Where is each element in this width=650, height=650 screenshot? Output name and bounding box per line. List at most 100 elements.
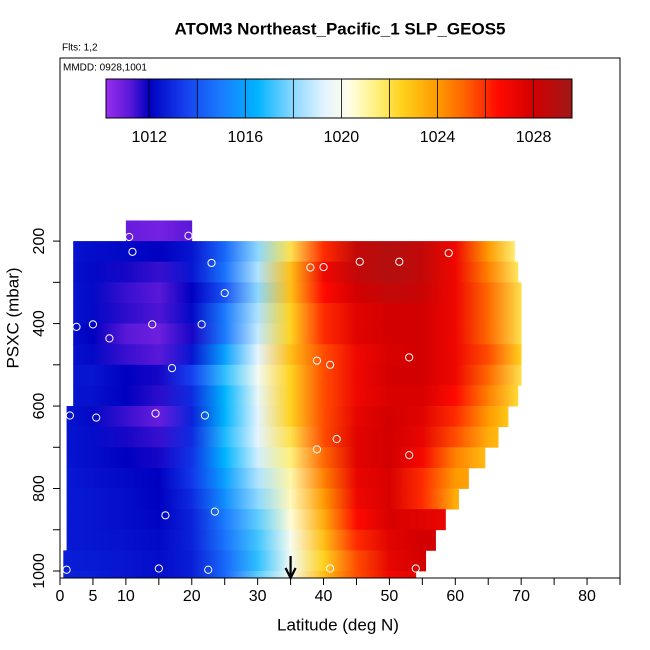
heat-cell (191, 550, 226, 572)
heat-cell (356, 261, 390, 283)
heat-cell (257, 467, 291, 489)
heat-cell (455, 447, 486, 469)
heat-cell (92, 550, 127, 572)
heat-cell (488, 406, 509, 428)
heat-cell (224, 509, 259, 531)
heat-cell (224, 426, 259, 448)
x-tick-label: 0 (56, 588, 65, 605)
heat-cell (191, 488, 226, 510)
heat-cell (158, 220, 193, 242)
flight-point (200, 411, 210, 420)
x-tick-label: 10 (117, 588, 135, 605)
heat-cell (257, 406, 291, 428)
heat-cell (158, 241, 193, 263)
heat-cell (356, 323, 390, 345)
heat-cell (323, 385, 357, 407)
heat-cell (191, 385, 226, 407)
heat-cell (323, 323, 357, 345)
heat-cell (455, 364, 489, 386)
heat-cell (224, 406, 259, 428)
heat-cell (191, 364, 226, 386)
heat-cell (257, 385, 291, 407)
heat-cell (125, 364, 160, 386)
heat-cell (356, 406, 390, 428)
heat-cell (455, 261, 489, 283)
heat-cell (455, 241, 489, 263)
heat-cell (257, 344, 291, 366)
heat-cell (191, 509, 226, 531)
flight-point (72, 322, 81, 331)
heat-cell (257, 488, 291, 510)
flight-point (220, 288, 229, 298)
heat-cell (158, 344, 193, 366)
flight-point (405, 451, 414, 460)
x-tick-label: 40 (315, 588, 333, 605)
heat-cell (257, 550, 291, 572)
heat-cell (389, 385, 423, 407)
heat-cell (389, 467, 423, 489)
heat-cell (257, 426, 291, 448)
heat-cell (455, 302, 489, 324)
heat-cell (455, 344, 489, 366)
heat-cell (224, 467, 259, 489)
heat-cell (191, 447, 226, 469)
heat-cell (422, 261, 456, 283)
heat-cell (422, 344, 456, 366)
heat-cell (92, 529, 127, 551)
heat-cell (92, 344, 127, 366)
heat-cell (455, 426, 489, 448)
heat-cell (92, 261, 127, 283)
heat-cell (488, 364, 522, 386)
heat-cell (290, 488, 324, 510)
heat-cell (455, 282, 489, 304)
heat-cell (125, 529, 160, 551)
heat-cell (224, 241, 259, 263)
heat-cell (73, 241, 94, 263)
heat-cell (290, 529, 324, 551)
heat-cell (224, 344, 259, 366)
heat-cell (389, 529, 423, 551)
heat-cell (323, 282, 357, 304)
heat-cell (323, 447, 357, 469)
heat-cell (92, 509, 127, 531)
heat-cell (158, 488, 193, 510)
y-tick-label: 400 (31, 310, 48, 337)
flight-point (125, 232, 134, 242)
heat-cell (488, 344, 522, 366)
heat-cell (73, 385, 94, 407)
heat-cell (158, 509, 193, 531)
heat-cell (389, 364, 423, 386)
heat-cell (191, 344, 226, 366)
heat-cell (224, 529, 259, 551)
heat-cell (191, 570, 226, 578)
heat-cell (125, 488, 160, 510)
flight-point (151, 409, 160, 418)
heat-cell (92, 570, 127, 578)
heat-cell (488, 241, 515, 263)
chart-title: ATOM3 Northeast_Pacific_1 SLP_GEOS5 (175, 19, 506, 38)
heat-cell (191, 241, 226, 263)
heat-cell (224, 550, 259, 572)
y-axis-label: PSXC (mbar) (3, 267, 22, 368)
heat-cell (290, 426, 324, 448)
heat-cell (356, 509, 390, 531)
heat-cell (73, 302, 94, 324)
colorbar-tick-label: 1024 (420, 129, 456, 146)
heat-cell (66, 509, 94, 531)
heat-cell (323, 550, 357, 572)
heat-cell (356, 302, 390, 324)
heat-cell (158, 447, 193, 469)
y-tick-label: 1000 (31, 553, 48, 589)
latitude-arrow-head (284, 567, 297, 581)
heat-cell (356, 282, 390, 304)
heat-cell (257, 323, 291, 345)
heat-cell (257, 302, 291, 324)
dates-label: MMDD: 0928,1001 (63, 63, 147, 74)
heat-cell (389, 426, 423, 448)
heat-cell (290, 241, 324, 263)
heat-cell (224, 364, 259, 386)
heat-cell (158, 261, 193, 283)
heat-cell (125, 282, 160, 304)
heat-cell (488, 385, 519, 407)
heat-cell (455, 467, 469, 489)
